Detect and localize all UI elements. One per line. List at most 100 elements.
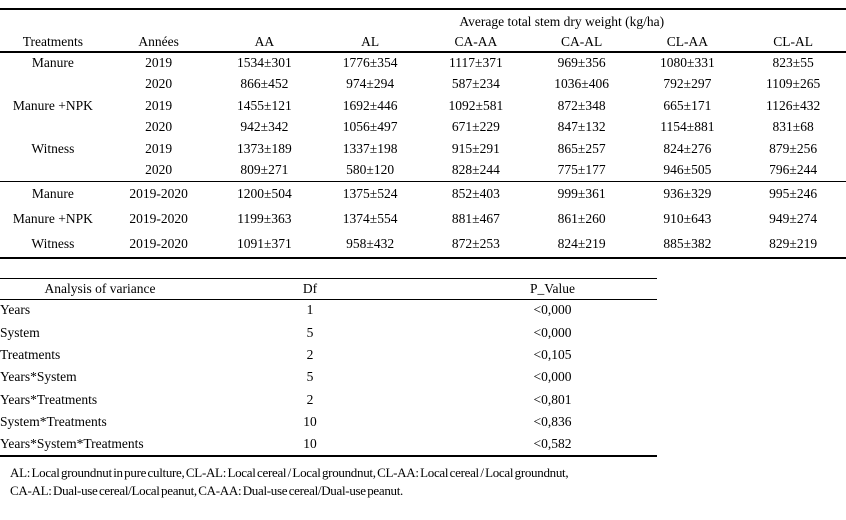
treatment-cell	[0, 160, 106, 182]
value-cell: 861±260	[529, 207, 635, 233]
value-cell: 1109±265	[740, 74, 846, 96]
value-cell: 865±257	[529, 138, 635, 160]
value-cell: 1200±504	[212, 181, 318, 207]
value-cell: 866±452	[212, 74, 318, 96]
anova-source-cell: System	[0, 321, 200, 343]
year-cell: 2019	[106, 52, 212, 74]
anova-pvalue-cell: <0,582	[420, 433, 657, 455]
anova-column-header: P_Value	[420, 278, 657, 299]
value-cell: 879±256	[740, 138, 846, 160]
table-row: Witness 2019 1373±189 1337±198 915±291 8…	[0, 138, 846, 160]
anova-header-row: Analysis of variance Df P_Value	[0, 278, 657, 299]
value-cell: 796±244	[740, 160, 846, 182]
anova-pvalue-cell: <0,801	[420, 389, 657, 411]
table-row: Manure +NPK 2019 1455±121 1692±446 1092±…	[0, 95, 846, 117]
column-header-row: Treatments Années AA AL CA-AA CA-AL CL-A…	[0, 33, 846, 52]
anova-row: Years*System 5 <0,000	[0, 366, 657, 388]
anova-row: Treatments 2 <0,105	[0, 344, 657, 366]
anova-pvalue-cell: <0,000	[420, 321, 657, 343]
anova-source-cell: Years*Treatments	[0, 389, 200, 411]
value-cell: 872±348	[529, 95, 635, 117]
year-cell: 2019	[106, 138, 212, 160]
value-cell: 1126±432	[740, 95, 846, 117]
anova-pvalue-cell: <0,000	[420, 366, 657, 388]
value-cell: 671±229	[423, 117, 529, 139]
table-row: 2020 866±452 974±294 587±234 1036±406 79…	[0, 74, 846, 96]
value-cell: 829±219	[740, 232, 846, 258]
value-cell: 1692±446	[317, 95, 423, 117]
column-header: CA-AL	[529, 33, 635, 52]
value-cell: 946±505	[635, 160, 741, 182]
anova-df-cell: 1	[200, 299, 420, 321]
anova-column-header: Df	[200, 278, 420, 299]
stem-dry-weight-table: Average total stem dry weight (kg/ha) Tr…	[0, 8, 846, 259]
table-row: Average total stem dry weight (kg/ha)	[0, 9, 846, 33]
year-cell: 2019-2020	[106, 207, 212, 233]
value-cell: 852±403	[423, 181, 529, 207]
value-cell: 775±177	[529, 160, 635, 182]
value-cell: 1337±198	[317, 138, 423, 160]
value-cell: 995±246	[740, 181, 846, 207]
year-cell: 2019-2020	[106, 232, 212, 258]
summary-row: Manure +NPK 2019-2020 1199±363 1374±554 …	[0, 207, 846, 233]
value-cell: 1056±497	[317, 117, 423, 139]
value-cell: 587±234	[423, 74, 529, 96]
value-cell: 792±297	[635, 74, 741, 96]
anova-source-cell: Years*System*Treatments	[0, 433, 200, 455]
value-cell: 958±432	[317, 232, 423, 258]
year-cell: 2020	[106, 74, 212, 96]
value-cell: 1117±371	[423, 52, 529, 74]
anova-df-cell: 2	[200, 344, 420, 366]
spacer-cell	[0, 9, 212, 33]
value-cell: 936±329	[635, 181, 741, 207]
treatment-cell: Manure	[0, 52, 106, 74]
value-cell: 824±219	[529, 232, 635, 258]
value-cell: 910±643	[635, 207, 741, 233]
table-row: 2020 942±342 1056±497 671±229 847±132 11…	[0, 117, 846, 139]
value-cell: 1154±881	[635, 117, 741, 139]
value-cell: 999±361	[529, 181, 635, 207]
value-cell: 1092±581	[423, 95, 529, 117]
value-cell: 881±467	[423, 207, 529, 233]
table-row: Manure 2019 1534±301 1776±354 1117±371 9…	[0, 52, 846, 74]
treatment-cell: Manure	[0, 181, 106, 207]
paper-page: Average total stem dry weight (kg/ha) Tr…	[0, 8, 846, 520]
anova-pvalue-cell: <0,000	[420, 299, 657, 321]
value-cell: 1534±301	[212, 52, 318, 74]
column-header: AL	[317, 33, 423, 52]
anova-row: System*Treatments 10 <0,836	[0, 411, 657, 433]
anova-row: Years 1 <0,000	[0, 299, 657, 321]
value-cell: 831±68	[740, 117, 846, 139]
value-cell: 1199±363	[212, 207, 318, 233]
value-cell: 872±253	[423, 232, 529, 258]
anova-source-cell: System*Treatments	[0, 411, 200, 433]
footnote-line: AL: Local groundnut in pure culture, CL-…	[10, 464, 846, 482]
value-cell: 1455±121	[212, 95, 318, 117]
anova-table: Analysis of variance Df P_Value Years 1 …	[0, 278, 657, 457]
anova-source-cell: Years	[0, 299, 200, 321]
value-cell: 915±291	[423, 138, 529, 160]
anova-row: Years*Treatments 2 <0,801	[0, 389, 657, 411]
footnote-line: CA-AL: Dual-use cereal/Local peanut, CA-…	[10, 482, 846, 500]
value-cell: 974±294	[317, 74, 423, 96]
year-cell: 2020	[106, 117, 212, 139]
anova-row: System 5 <0,000	[0, 321, 657, 343]
table-row: 2020 809±271 580±120 828±244 775±177 946…	[0, 160, 846, 182]
summary-row: Manure 2019-2020 1200±504 1375±524 852±4…	[0, 181, 846, 207]
treatment-cell: Manure +NPK	[0, 207, 106, 233]
value-cell: 1776±354	[317, 52, 423, 74]
year-cell: 2020	[106, 160, 212, 182]
column-header: CL-AA	[635, 33, 741, 52]
column-header: CL-AL	[740, 33, 846, 52]
anova-column-header: Analysis of variance	[0, 278, 200, 299]
treatment-cell	[0, 117, 106, 139]
anova-source-cell: Treatments	[0, 344, 200, 366]
anova-pvalue-cell: <0,836	[420, 411, 657, 433]
value-cell: 823±55	[740, 52, 846, 74]
anova-pvalue-cell: <0,105	[420, 344, 657, 366]
column-header: Treatments	[0, 33, 106, 52]
value-cell: 580±120	[317, 160, 423, 182]
anova-df-cell: 5	[200, 321, 420, 343]
value-cell: 1374±554	[317, 207, 423, 233]
treatment-cell: Manure +NPK	[0, 95, 106, 117]
